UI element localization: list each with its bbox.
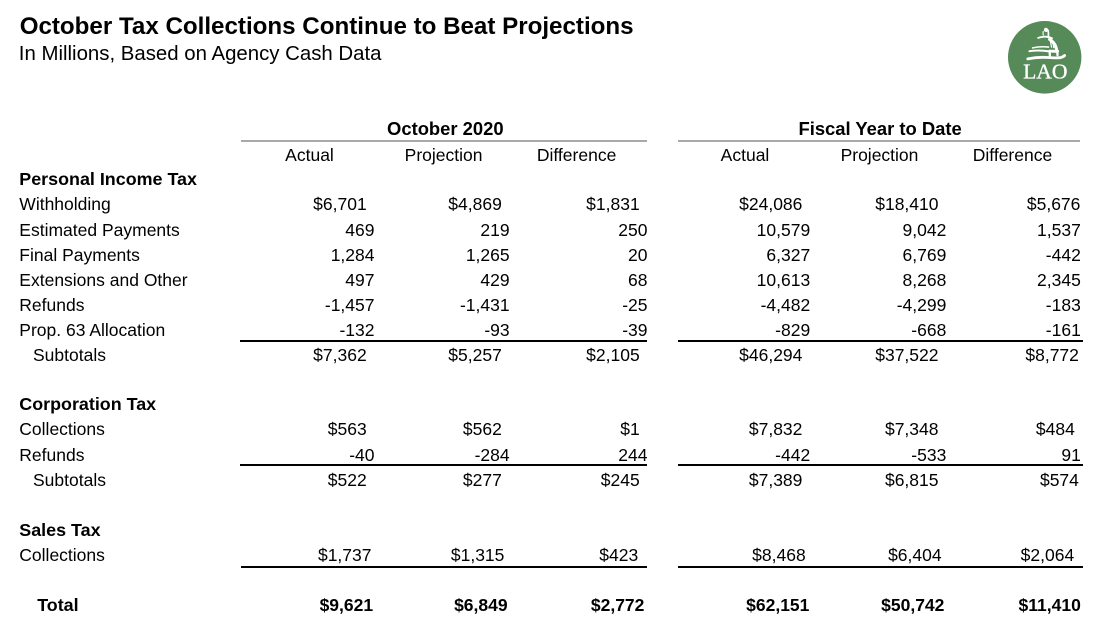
svg-text:LAO: LAO	[1023, 59, 1067, 83]
